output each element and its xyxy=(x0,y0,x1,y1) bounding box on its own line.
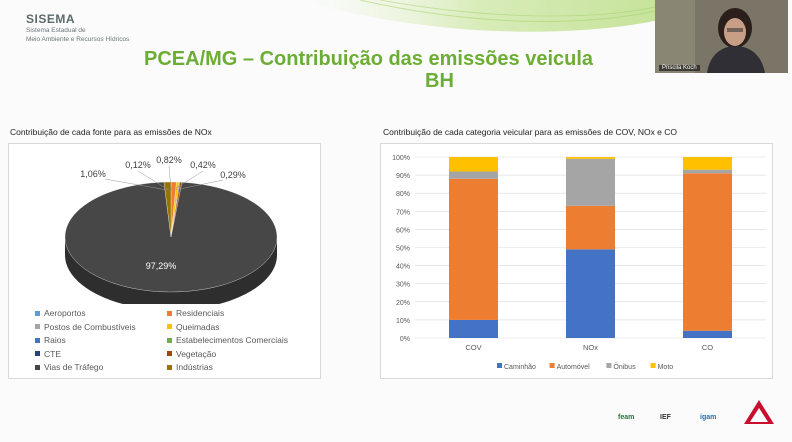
pie-data-label: 0,42% xyxy=(190,160,216,170)
legend-label: Raios xyxy=(44,335,66,345)
bar-y-tick-label: 40% xyxy=(396,264,410,271)
legend-swatch xyxy=(167,351,172,356)
bar-legend-label: Moto xyxy=(658,364,674,371)
bar-segment xyxy=(566,205,615,250)
pie-chart-svg: 0,12% 0,82% 0,42% 1,06% 0,29% 97,29% xyxy=(64,155,278,304)
slide-title-line2: BH xyxy=(425,70,454,92)
bar-y-tick-label: 90% xyxy=(396,173,410,180)
bar-legend-swatch xyxy=(497,363,502,368)
legend-label: Estabelecimentos Comerciais xyxy=(176,335,288,345)
pie-leader-line xyxy=(172,170,204,191)
pie-data-label: 0,12% xyxy=(125,160,151,170)
pie-leader-line xyxy=(174,179,224,191)
legend-label: CTE xyxy=(44,348,61,359)
bar-y-tick-label: 100% xyxy=(392,155,410,162)
pie-legend-item: Estabelecimentos Comerciais xyxy=(167,335,288,345)
bar-segment xyxy=(683,330,732,338)
bar-category-label: CO xyxy=(702,343,713,352)
bar-segment xyxy=(449,171,498,179)
legend-swatch xyxy=(167,324,172,329)
pie-slice-side xyxy=(65,237,277,304)
pie-legend-item: Raios xyxy=(35,335,66,345)
legend-swatch xyxy=(35,364,40,370)
bar-y-tick-label: 80% xyxy=(396,191,410,198)
webcam-participant-name: Priscila Koch xyxy=(659,65,700,71)
bar-segment xyxy=(683,173,732,331)
bar-legend-swatch xyxy=(606,363,612,368)
legend-label: Residenciais xyxy=(176,308,225,318)
pie-data-label: 97,29% xyxy=(146,261,177,271)
pie-data-label: 0,29% xyxy=(220,170,246,180)
bar-y-tick-label: 70% xyxy=(396,209,410,216)
bar-legend-label: Automóvel xyxy=(557,364,591,371)
bar-y-tick-label: 20% xyxy=(396,300,410,307)
pie-chart-area: 0,12% 0,82% 0,42% 1,06% 0,29% 97,29% Aeroport… xyxy=(8,143,321,379)
header-swoosh-decoration xyxy=(300,0,661,32)
pie-leader-line xyxy=(168,165,172,191)
legend-label: Vias de Tráfego xyxy=(44,362,104,372)
feam-logo: feam xyxy=(618,414,635,421)
igam-logo: igam xyxy=(700,414,717,421)
legend-swatch xyxy=(35,351,40,356)
brand-block: SISEMA Sistema Estadual de Meio Ambiente… xyxy=(26,12,129,43)
bar-chart-title: Contribuição de cada categoria veicular … xyxy=(383,127,678,137)
bar-segment xyxy=(683,157,732,170)
legend-label: Vegetação xyxy=(176,348,217,359)
pie-slice-9 xyxy=(163,181,172,238)
legend-label: Postos de Combustíveis xyxy=(44,321,136,332)
legend-label: Queimadas xyxy=(176,321,220,332)
bar-category-label: COV xyxy=(465,343,481,352)
bar-segment xyxy=(566,249,615,338)
legend-swatch xyxy=(35,324,40,329)
legend-label: Indústrias xyxy=(176,362,213,372)
pie-slice-8 xyxy=(64,181,278,293)
slide-title-line1: PCEA/MG – Contribuição das emissões veic… xyxy=(144,48,594,70)
bar-segment xyxy=(566,158,615,206)
legend-swatch xyxy=(167,364,172,370)
bar-segment xyxy=(566,157,615,159)
bar-chart-area: 0% 10% 20% 30% 40% 50% 60% 70% 80% 90% 100% COV NOx C… xyxy=(380,143,773,379)
bar-y-tick-label: 60% xyxy=(396,227,410,234)
pie-legend-item: CTE xyxy=(35,349,61,359)
government-logo-icon xyxy=(744,400,774,424)
bar-segment xyxy=(449,319,498,338)
legend-swatch xyxy=(167,337,172,343)
bar-legend-swatch xyxy=(650,363,656,368)
bar-legend-label: Ônibus xyxy=(613,362,636,371)
bar-segment xyxy=(449,157,498,172)
bar-y-tick-label: 0% xyxy=(400,336,410,343)
pie-legend-item: Vegetação xyxy=(167,349,216,359)
bar-y-tick-label: 30% xyxy=(396,282,410,289)
pie-legend-item: Residenciais xyxy=(167,308,224,318)
bar-y-tick-label: 10% xyxy=(396,318,410,325)
ief-logo: IEF xyxy=(660,414,671,421)
brand-subtitle-line2: Meio Ambiente e Recursos Hídricos xyxy=(26,35,130,43)
bar-legend-swatch xyxy=(549,363,555,368)
pie-legend-item: Postos de Combustíveis xyxy=(35,322,136,332)
pie-leader-line xyxy=(104,178,168,191)
pie-data-label: 0,82% xyxy=(156,155,182,165)
pie-legend-item: Vias de Tráfego xyxy=(35,362,103,372)
legend-swatch xyxy=(167,310,172,316)
bar-legend-label: Caminhão xyxy=(504,364,536,371)
pie-chart-title: Contribuição de cada fonte para as emiss… xyxy=(10,127,212,137)
bar-segment xyxy=(683,169,732,174)
legend-swatch xyxy=(35,337,40,343)
pie-data-label: 1,06% xyxy=(80,169,106,179)
brand-name: SISEMA xyxy=(26,12,76,26)
pie-leader-line xyxy=(137,170,170,191)
bar-segment xyxy=(449,178,498,320)
brand-subtitle-line1: Sistema Estadual de xyxy=(26,27,86,34)
legend-swatch xyxy=(35,310,40,316)
legend-label: Aeroportos xyxy=(44,308,86,318)
pie-legend-item: Indústrias xyxy=(167,362,213,372)
pie-legend-item: Aeroportos xyxy=(35,308,86,318)
bar-y-tick-label: 50% xyxy=(396,246,410,253)
bar-chart-svg: 0% 10% 20% 30% 40% 50% 60% 70% 80% 90% 100% COV NOx C… xyxy=(392,155,766,371)
bar-category-label: NOx xyxy=(583,343,598,352)
person-avatar-icon xyxy=(655,0,788,73)
webcam-video[interactable]: Priscila Koch xyxy=(655,0,788,73)
pie-legend-item: Queimadas xyxy=(167,322,219,332)
